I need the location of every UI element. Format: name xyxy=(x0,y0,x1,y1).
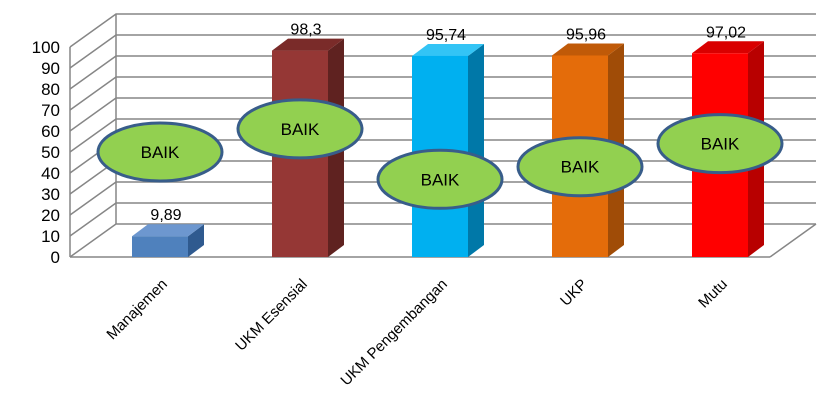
gridline xyxy=(69,13,816,48)
x-axis-categories: Manajemen UKM Esensial UKM Pengembangan UKP… xyxy=(103,276,730,389)
badge-label: BAIK xyxy=(701,135,740,154)
y-tick-label: 10 xyxy=(41,227,60,246)
y-tick-label: 20 xyxy=(41,206,60,225)
data-label: 98,3 xyxy=(290,22,321,39)
data-label: 95,96 xyxy=(566,26,606,43)
y-tick-label: 80 xyxy=(41,80,60,99)
y-tick-label: 70 xyxy=(41,101,60,120)
category-label: UKM Pengembangan xyxy=(337,276,450,389)
y-axis-ticks: 0 10 20 30 40 50 60 70 80 90 100 xyxy=(32,38,60,267)
badge-label: BAIK xyxy=(141,143,180,162)
badge-label: BAIK xyxy=(281,120,320,139)
floor-right-edge xyxy=(769,223,817,258)
badge-ellipse xyxy=(236,98,364,160)
category-label: UKP xyxy=(557,276,591,310)
badge-label: BAIK xyxy=(561,158,600,177)
data-label: 97,02 xyxy=(706,24,746,41)
data-label: 9,89 xyxy=(150,207,181,224)
category-label: UKM Esensial xyxy=(232,276,311,355)
y-tick-label: 0 xyxy=(51,248,60,267)
bar-manajemen xyxy=(132,224,204,257)
bar-top xyxy=(552,43,624,56)
bar-top xyxy=(412,43,484,56)
y-tick-label: 60 xyxy=(41,122,60,141)
badge-ellipse xyxy=(376,148,504,210)
data-labels: 9,89 98,3 95,74 95,96 97,02 xyxy=(150,22,746,225)
status-badge: BAIK xyxy=(96,121,224,183)
category-label: Manajemen xyxy=(103,276,170,343)
y-tick-label: 90 xyxy=(41,59,60,78)
bar-top xyxy=(132,224,204,237)
bar-top xyxy=(692,41,764,54)
y-tick-label: 30 xyxy=(41,185,60,204)
status-badge: BAIK xyxy=(516,136,644,198)
y-tick-label: 40 xyxy=(41,164,60,183)
status-badge: BAIK xyxy=(376,148,504,210)
status-badges: BAIK BAIK BAIK BAIK BAIK xyxy=(96,98,784,210)
gridline xyxy=(69,34,816,69)
data-label: 95,74 xyxy=(426,27,466,44)
badge-ellipse xyxy=(96,121,224,183)
category-label: Mutu xyxy=(695,276,731,312)
badge-ellipse xyxy=(516,136,644,198)
bar-top xyxy=(272,38,344,51)
status-badge: BAIK xyxy=(656,113,784,175)
bar-front xyxy=(132,236,188,257)
bar-side xyxy=(188,224,204,257)
bar-side xyxy=(468,43,484,257)
grid-lines xyxy=(69,13,817,258)
badge-ellipse xyxy=(656,113,784,175)
y-tick-label: 100 xyxy=(32,38,60,57)
y-tick-label: 50 xyxy=(41,143,60,162)
status-badge: BAIK xyxy=(236,98,364,160)
badge-label: BAIK xyxy=(421,170,460,189)
